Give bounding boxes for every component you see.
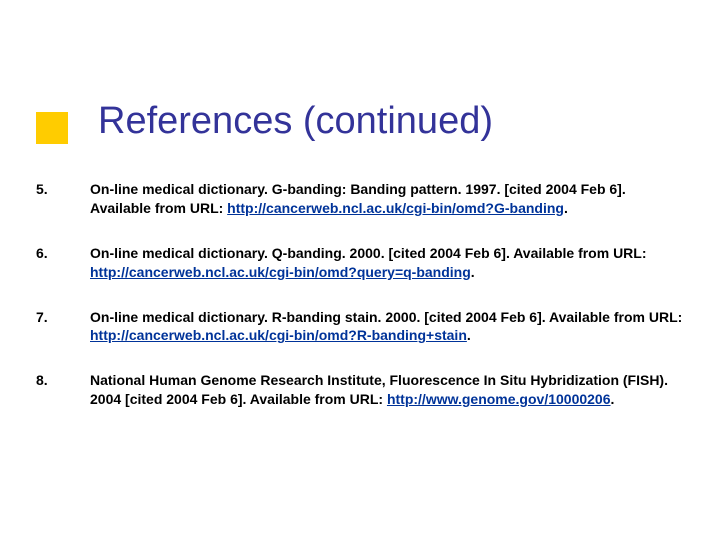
reference-number: 8. <box>36 371 90 409</box>
reference-text-before: On-line medical dictionary. R-banding st… <box>90 309 682 325</box>
title-accent-box <box>36 112 68 144</box>
reference-text-after: . <box>471 264 475 280</box>
references-list: 5. On-line medical dictionary. G-banding… <box>36 180 690 435</box>
reference-link[interactable]: http://www.genome.gov/10000206 <box>387 391 611 407</box>
reference-text-before: On-line medical dictionary. Q-banding. 2… <box>90 245 647 261</box>
reference-body: On-line medical dictionary. R-banding st… <box>90 308 690 346</box>
reference-number: 5. <box>36 180 90 218</box>
reference-number: 6. <box>36 244 90 282</box>
reference-item: 5. On-line medical dictionary. G-banding… <box>36 180 690 218</box>
reference-text-after: . <box>467 327 471 343</box>
page-title: References (continued) <box>98 100 493 143</box>
reference-number: 7. <box>36 308 90 346</box>
reference-body: On-line medical dictionary. Q-banding. 2… <box>90 244 690 282</box>
reference-link[interactable]: http://cancerweb.ncl.ac.uk/cgi-bin/omd?G… <box>227 200 564 216</box>
reference-body: On-line medical dictionary. G-banding: B… <box>90 180 690 218</box>
reference-body: National Human Genome Research Institute… <box>90 371 690 409</box>
reference-item: 7. On-line medical dictionary. R-banding… <box>36 308 690 346</box>
reference-link[interactable]: http://cancerweb.ncl.ac.uk/cgi-bin/omd?R… <box>90 327 467 343</box>
reference-link[interactable]: http://cancerweb.ncl.ac.uk/cgi-bin/omd?q… <box>90 264 471 280</box>
reference-text-after: . <box>611 391 615 407</box>
reference-item: 8. National Human Genome Research Instit… <box>36 371 690 409</box>
reference-item: 6. On-line medical dictionary. Q-banding… <box>36 244 690 282</box>
reference-text-after: . <box>564 200 568 216</box>
